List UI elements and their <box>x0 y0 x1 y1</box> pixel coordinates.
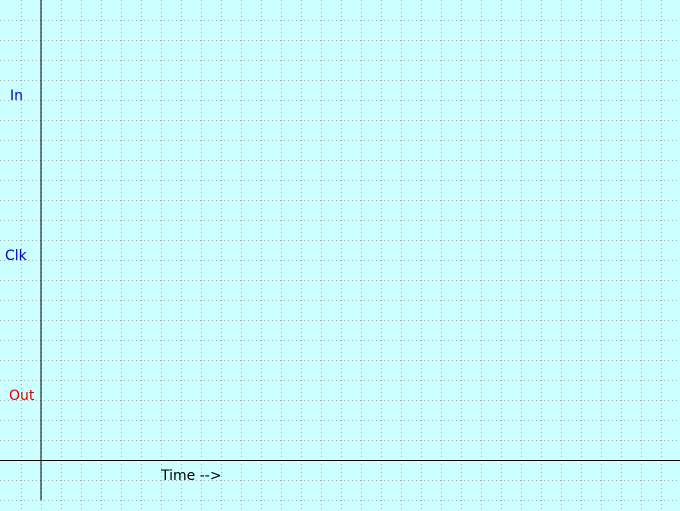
signal-label-clk: Clk <box>5 248 28 264</box>
time-axis-label: Time --> <box>160 468 222 484</box>
signal-label-out: Out <box>9 388 35 404</box>
signal-label-in: In <box>10 88 23 104</box>
